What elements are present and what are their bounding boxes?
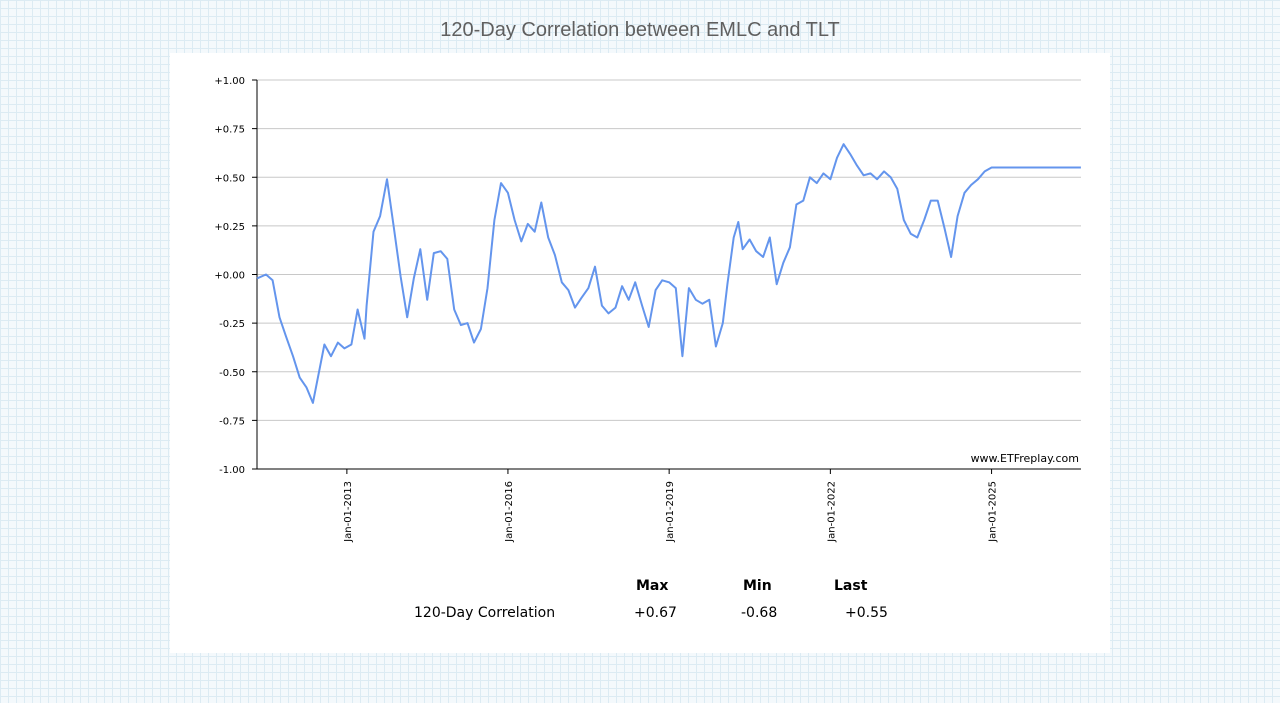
x-tick-label: Jan-01-2022 <box>826 481 837 543</box>
y-tick-label: -0.25 <box>219 319 245 330</box>
y-tick-label: -0.75 <box>219 416 245 427</box>
y-tick-label: -1.00 <box>219 465 245 476</box>
page-title: 120-Day Correlation between EMLC and TLT <box>440 19 840 41</box>
y-tick-label: +0.00 <box>214 271 245 282</box>
watermark-text: www.ETFreplay.com <box>971 452 1079 465</box>
correlation-series-line <box>256 143 1081 404</box>
y-tick-label: +0.75 <box>214 125 245 136</box>
grid-layer <box>257 79 1081 470</box>
axis-layer: +1.00 +0.75 +0.50 +0.25 +0.00 -0.25 -0.50 -0.75… <box>214 76 1081 543</box>
correlation-chart: +1.00 +0.75 +0.50 +0.25 +0.00 -0.25 -0.50 -0.75… <box>214 76 1081 543</box>
chart-panel: +1.00 +0.75 +0.50 +0.25 +0.00 -0.25 -0.50 -0.75… <box>170 53 1110 653</box>
x-tick-label: Jan-01-2019 <box>665 481 676 543</box>
series-layer <box>256 143 1081 404</box>
y-tick-label: +1.00 <box>214 76 245 87</box>
y-tick-label: -0.50 <box>219 368 245 379</box>
y-tick-label: +0.50 <box>214 173 245 184</box>
x-tick-label: Jan-01-2025 <box>988 481 999 543</box>
y-tick-label: +0.25 <box>214 222 245 233</box>
x-tick-label: Jan-01-2016 <box>504 481 515 543</box>
x-tick-label: Jan-01-2013 <box>343 481 354 543</box>
